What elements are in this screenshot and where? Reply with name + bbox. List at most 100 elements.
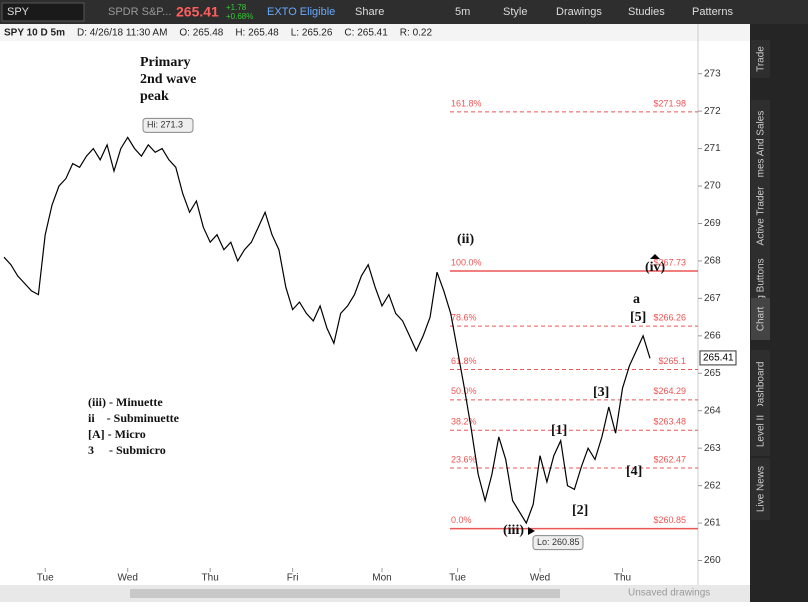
x-tick-label: Tue bbox=[37, 573, 54, 584]
x-tick-label: Thu bbox=[202, 573, 219, 584]
x-tick-label: Mon bbox=[372, 573, 391, 584]
side-tab[interactable] bbox=[751, 406, 770, 456]
side-tab[interactable] bbox=[751, 298, 770, 340]
fib-price: $267.73 bbox=[653, 257, 686, 267]
fib-price: $262.47 bbox=[653, 454, 686, 464]
y-tick-label: 265 bbox=[704, 368, 721, 379]
side-tab-label[interactable]: Dashboard bbox=[756, 362, 767, 411]
wave-label: [3] bbox=[593, 385, 609, 400]
y-tick-label: 264 bbox=[704, 405, 721, 416]
change-pct: +0.68% bbox=[226, 12, 253, 21]
legend-line: ii - Subminuette bbox=[88, 411, 180, 425]
drawings-btn[interactable]: Drawings bbox=[556, 6, 602, 18]
wave-label: [1] bbox=[551, 423, 567, 438]
last-price-tag bbox=[699, 350, 737, 366]
wave-label: (iv) bbox=[645, 260, 666, 275]
side-tab-label[interactable]: Trade bbox=[756, 46, 767, 72]
hi-bubble bbox=[142, 117, 194, 133]
fib-price: $260.85 bbox=[653, 515, 686, 525]
info-bar bbox=[0, 24, 750, 41]
share-btn[interactable]: Share bbox=[355, 6, 384, 18]
y-tick-label: 267 bbox=[704, 293, 721, 304]
side-tab-label[interactable]: Chart bbox=[756, 307, 767, 332]
fib-price: $263.48 bbox=[653, 417, 686, 427]
y-tick-label: 270 bbox=[704, 181, 721, 192]
annotation-title: peak bbox=[140, 89, 169, 104]
y-tick-label: 272 bbox=[704, 106, 721, 117]
fib-price: $266.26 bbox=[653, 312, 686, 322]
fib-pct: 38.2% bbox=[451, 417, 477, 427]
side-tab[interactable] bbox=[751, 100, 770, 196]
studies-btn[interactable]: Studies bbox=[628, 6, 665, 18]
side-tab-label[interactable]: Big Buttons bbox=[756, 258, 767, 309]
wave-label: (iii) bbox=[503, 523, 524, 538]
side-tab-label[interactable]: Level II bbox=[756, 415, 767, 447]
fib-pct: 23.6% bbox=[451, 454, 477, 464]
y-tick-label: 261 bbox=[704, 518, 721, 529]
legend-line: 3 - Submicro bbox=[88, 443, 166, 457]
fib-price: $264.29 bbox=[653, 386, 686, 396]
info-item: R: 0.22 bbox=[400, 28, 433, 39]
symbol[interactable]: SPY bbox=[7, 6, 30, 18]
wave-label: [4] bbox=[626, 464, 642, 479]
fib-pct: 0.0% bbox=[451, 515, 472, 525]
symbol-box[interactable] bbox=[1, 2, 85, 22]
wave-label: [5] bbox=[630, 310, 646, 325]
y-tick-label: 263 bbox=[704, 443, 721, 454]
lo-bubble bbox=[532, 535, 584, 551]
fib-pct: 78.6% bbox=[451, 312, 477, 322]
fib-pct: 50.0% bbox=[451, 386, 477, 396]
footer-note: Unsaved drawings bbox=[628, 588, 710, 599]
price-line bbox=[3, 136, 651, 525]
side-tab[interactable] bbox=[751, 458, 770, 520]
annotation-title: 2nd wave bbox=[140, 72, 196, 87]
info-item: C: 265.41 bbox=[344, 28, 388, 39]
fib-price: $265.1 bbox=[658, 356, 686, 366]
wave-label: a bbox=[633, 292, 640, 307]
style-btn[interactable]: Style bbox=[503, 6, 527, 18]
y-tick-label: 271 bbox=[704, 143, 721, 154]
fib-pct: 100.0% bbox=[451, 257, 482, 267]
fib-price: $271.98 bbox=[653, 98, 686, 108]
legend-line: (iii) - Minuette bbox=[88, 395, 163, 409]
side-tab[interactable] bbox=[751, 40, 770, 78]
legend-line: [A] - Micro bbox=[88, 427, 146, 441]
y-tick-label: 269 bbox=[704, 218, 721, 229]
wave-marker bbox=[528, 527, 535, 535]
side-tab[interactable] bbox=[751, 178, 770, 254]
fib-pct: 61.8% bbox=[451, 356, 477, 366]
exto[interactable]: EXTO Eligible bbox=[267, 6, 335, 18]
wave-marker bbox=[650, 254, 660, 259]
wave-label: (ii) bbox=[457, 232, 474, 247]
scroll-thumb[interactable] bbox=[130, 589, 560, 598]
change: +1.78 bbox=[226, 3, 247, 12]
x-tick-label: Wed bbox=[530, 573, 550, 584]
side-tab[interactable] bbox=[751, 350, 770, 422]
x-tick-label: Tue bbox=[449, 573, 466, 584]
x-tick-label: Thu bbox=[614, 573, 631, 584]
y-tick-label: 260 bbox=[704, 555, 721, 566]
x-tick-label: Wed bbox=[118, 573, 138, 584]
y-tick-label: 273 bbox=[704, 68, 721, 79]
annotation-title: Primary bbox=[140, 55, 191, 70]
y-tick-label: 266 bbox=[704, 330, 721, 341]
last-price-label: 265.41 bbox=[703, 353, 734, 364]
info-item: D: 4/26/18 11:30 AM bbox=[77, 28, 167, 39]
wave-label: [2] bbox=[572, 503, 588, 518]
info-item: SPY 10 D 5m bbox=[4, 28, 65, 39]
description: SPDR S&P... bbox=[108, 6, 171, 18]
lo-label: Lo: 260.85 bbox=[537, 537, 580, 547]
side-tab-label[interactable]: Times And Sales bbox=[756, 111, 767, 186]
info-item: L: 265.26 bbox=[291, 28, 333, 39]
side-tab-label[interactable]: Active Trader bbox=[756, 186, 767, 246]
patterns-btn[interactable]: Patterns bbox=[692, 6, 733, 18]
interval-btn[interactable]: 5m bbox=[455, 6, 470, 18]
toolbar bbox=[0, 0, 808, 24]
info-item: O: 265.48 bbox=[179, 28, 223, 39]
x-tick-label: Fri bbox=[287, 573, 299, 584]
side-tab-label[interactable]: Live News bbox=[756, 466, 767, 512]
hi-label: Hi: 271.3 bbox=[147, 120, 183, 130]
info-item: H: 265.48 bbox=[235, 28, 279, 39]
